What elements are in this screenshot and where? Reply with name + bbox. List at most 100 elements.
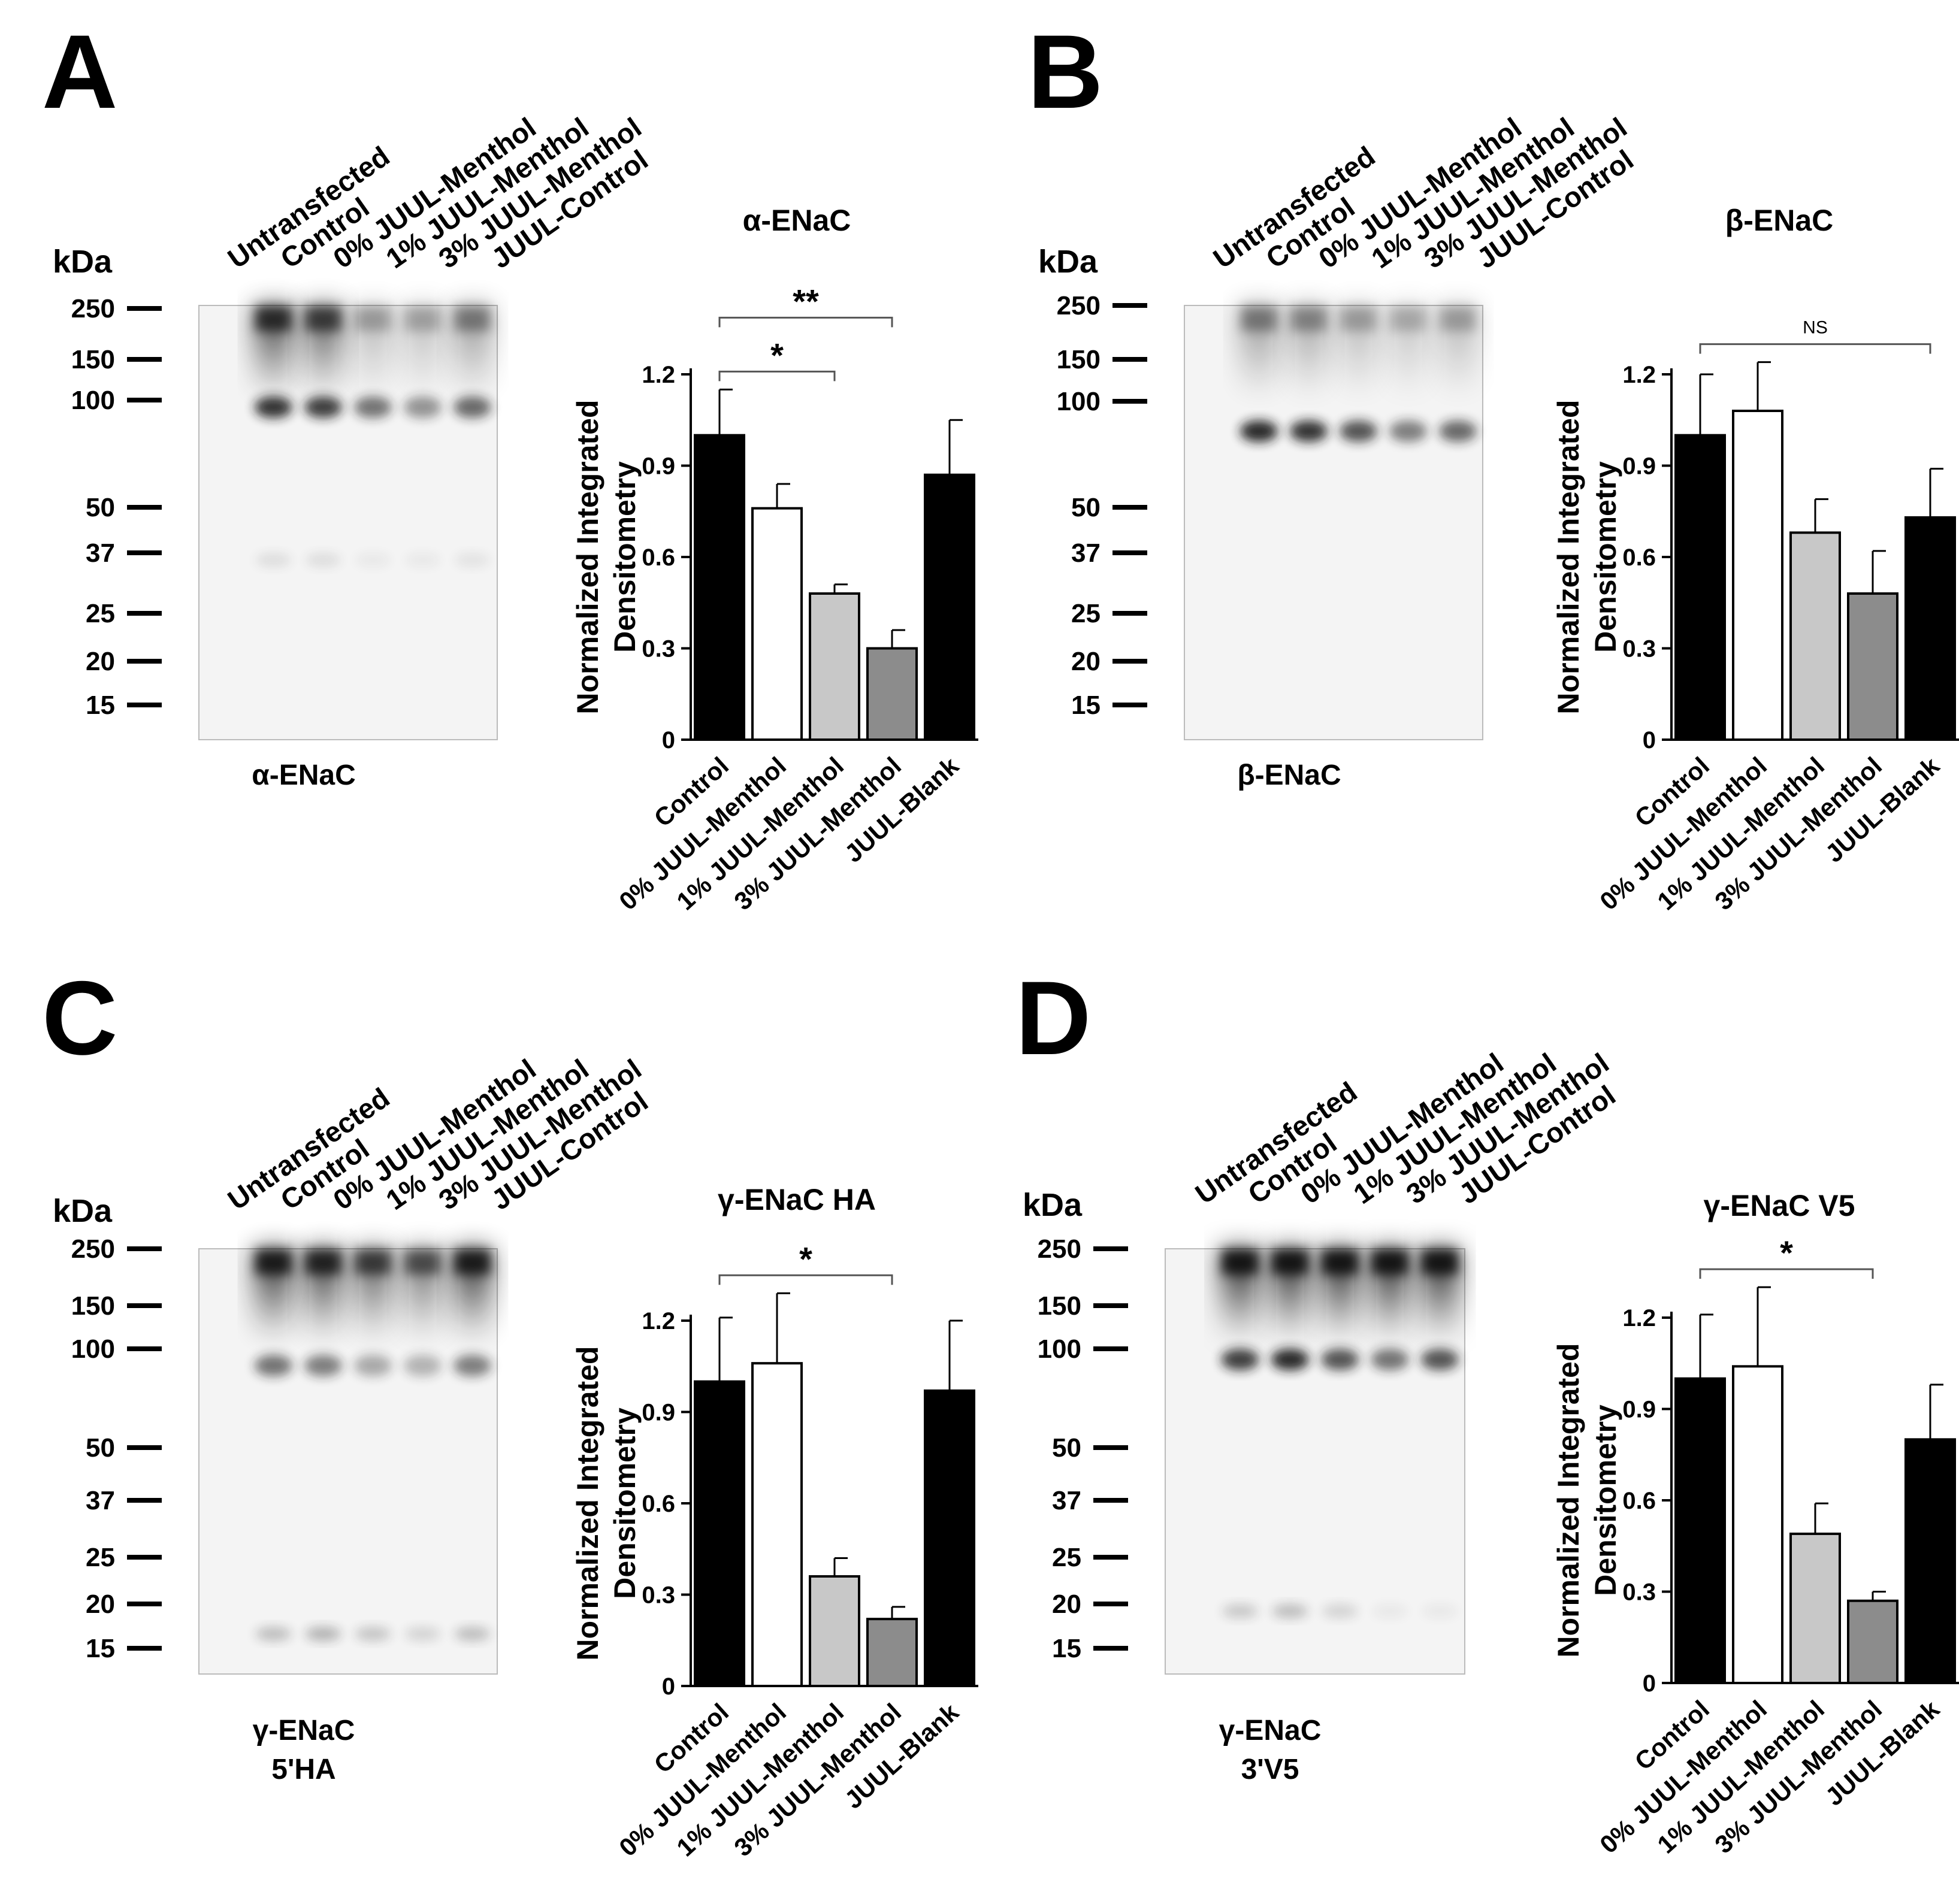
- significance-label: *: [770, 336, 784, 374]
- blot-band-low: [355, 553, 391, 567]
- marker-label: 15: [86, 691, 115, 720]
- blot-band: [1221, 1349, 1259, 1370]
- y-tick-label: 0: [662, 727, 675, 753]
- bar: [866, 647, 918, 741]
- blot-band: [254, 396, 293, 418]
- y-tick-label: 0: [662, 1673, 675, 1700]
- bar-chart: γ-ENaC HA 0 0.3 0.6 0.9 1.2 Normalized Integra…: [571, 1183, 978, 1862]
- marker-label: 250: [1038, 1234, 1081, 1264]
- blot-band: [353, 396, 392, 418]
- bar: [1674, 434, 1726, 741]
- blot-band-low: [404, 553, 441, 567]
- blot-smear-top: [355, 1250, 391, 1274]
- marker-label: 100: [71, 386, 115, 415]
- marker-label: 25: [1052, 1543, 1081, 1572]
- blot-band: [1289, 420, 1328, 442]
- blot-band: [1339, 420, 1378, 442]
- blot-band-low: [255, 1627, 292, 1641]
- significance-bracket: [718, 1274, 893, 1285]
- marker-label: 20: [86, 647, 115, 676]
- marker-label: 250: [1057, 291, 1101, 320]
- y-axis-title: Densitometry: [608, 461, 642, 653]
- marker-label: 25: [86, 1543, 115, 1572]
- significance-bracket: [718, 316, 893, 328]
- bar: [1674, 1377, 1726, 1685]
- marker-label: 20: [86, 1590, 115, 1619]
- y-tick-label: 0.6: [642, 544, 675, 571]
- bar: [1847, 592, 1898, 741]
- blot-smear-top: [1440, 307, 1476, 331]
- blot-band-low: [355, 1627, 391, 1641]
- blot-smear-top: [1290, 307, 1327, 331]
- marker-label: 50: [1052, 1433, 1081, 1463]
- y-tick-label: 1.2: [1622, 1305, 1656, 1331]
- kda-title: kDa: [53, 244, 113, 280]
- y-tick-label: 1.2: [642, 1308, 675, 1334]
- bar: [1904, 516, 1956, 741]
- blot-caption: α-ENaC: [252, 759, 356, 791]
- significance-bracket: [718, 370, 836, 382]
- marker-label: 150: [1038, 1291, 1081, 1321]
- blot-band: [1438, 420, 1477, 442]
- bar: [809, 592, 860, 741]
- marker-label: 150: [71, 345, 115, 374]
- blot-band-low: [305, 553, 341, 567]
- marker-label: 250: [71, 294, 115, 323]
- blot-caption: γ-ENaC: [1219, 1715, 1322, 1746]
- blot-band-low: [1322, 1604, 1358, 1618]
- y-tick-label: 0: [1643, 1670, 1656, 1697]
- bar: [1789, 531, 1841, 741]
- kda-title: kDa: [1038, 244, 1098, 280]
- marker-label: 100: [1038, 1334, 1081, 1364]
- blot-membrane: [1184, 305, 1483, 740]
- bar: [694, 1380, 745, 1688]
- panel-a: AkDa2501501005037252015UntransfectedCont…: [42, 14, 978, 916]
- chart-title: β-ENaC: [1725, 204, 1834, 237]
- y-axis-title: Densitometry: [1589, 1404, 1622, 1596]
- marker-label: 50: [86, 493, 115, 522]
- significance-bracket: [1699, 1268, 1874, 1279]
- y-tick-label: 0.9: [642, 1400, 675, 1426]
- blot-band-low: [1422, 1604, 1458, 1618]
- blot-membrane: [198, 1248, 498, 1675]
- y-tick-label: 0.6: [1622, 1488, 1656, 1514]
- blot-caption: β-ENaC: [1237, 759, 1341, 791]
- y-tick-label: 0.9: [1622, 1397, 1656, 1423]
- blot-band: [1321, 1349, 1359, 1370]
- blot-band: [453, 396, 492, 418]
- bar: [1789, 1532, 1841, 1685]
- marker-label: 150: [71, 1291, 115, 1321]
- significance-label: **: [793, 282, 819, 320]
- marker-label: 37: [86, 1486, 115, 1515]
- bar-chart: γ-ENaC V5 0 0.3 0.6 0.9 1.2 Normalized Integra…: [1552, 1189, 1959, 1859]
- blot-smear-top: [305, 1250, 341, 1274]
- blot-smear-top: [1390, 307, 1426, 331]
- western-blot: kDa2501501005037252015UntransfectedContr…: [53, 1053, 654, 1785]
- western-blot: kDa2501501005037252015UntransfectedContr…: [1023, 1047, 1621, 1785]
- marker-label: 37: [86, 538, 115, 568]
- y-axis-title: Normalized Integrated: [1552, 399, 1585, 714]
- marker-label: 150: [1057, 345, 1101, 374]
- blot-membrane: [1165, 1248, 1465, 1675]
- blot-smear-top: [1272, 1250, 1308, 1274]
- blot-band-low: [404, 1627, 441, 1641]
- marker-label: 25: [86, 599, 115, 628]
- blot-smear-top: [1241, 307, 1277, 331]
- panel-letter: A: [42, 14, 117, 131]
- chart-title: α-ENaC: [743, 204, 851, 237]
- y-axis-title: Normalized Integrated: [1552, 1343, 1585, 1657]
- significance-label: NS: [1803, 318, 1828, 338]
- y-tick-label: 0.3: [642, 1582, 675, 1609]
- y-tick-label: 1.2: [642, 362, 675, 388]
- bar: [751, 1362, 803, 1687]
- panel-b: BkDa2501501005037252015UntransfectedCont…: [1027, 14, 1959, 916]
- bar: [751, 507, 803, 741]
- bar: [866, 1618, 918, 1687]
- marker-label: 50: [1071, 493, 1101, 522]
- y-tick-label: 0.6: [642, 1491, 675, 1517]
- blot-band: [304, 1355, 343, 1376]
- kda-title: kDa: [53, 1193, 113, 1229]
- bar: [1732, 1365, 1783, 1684]
- significance-label: *: [1780, 1234, 1793, 1272]
- chart-title: γ-ENaC V5: [1704, 1189, 1855, 1222]
